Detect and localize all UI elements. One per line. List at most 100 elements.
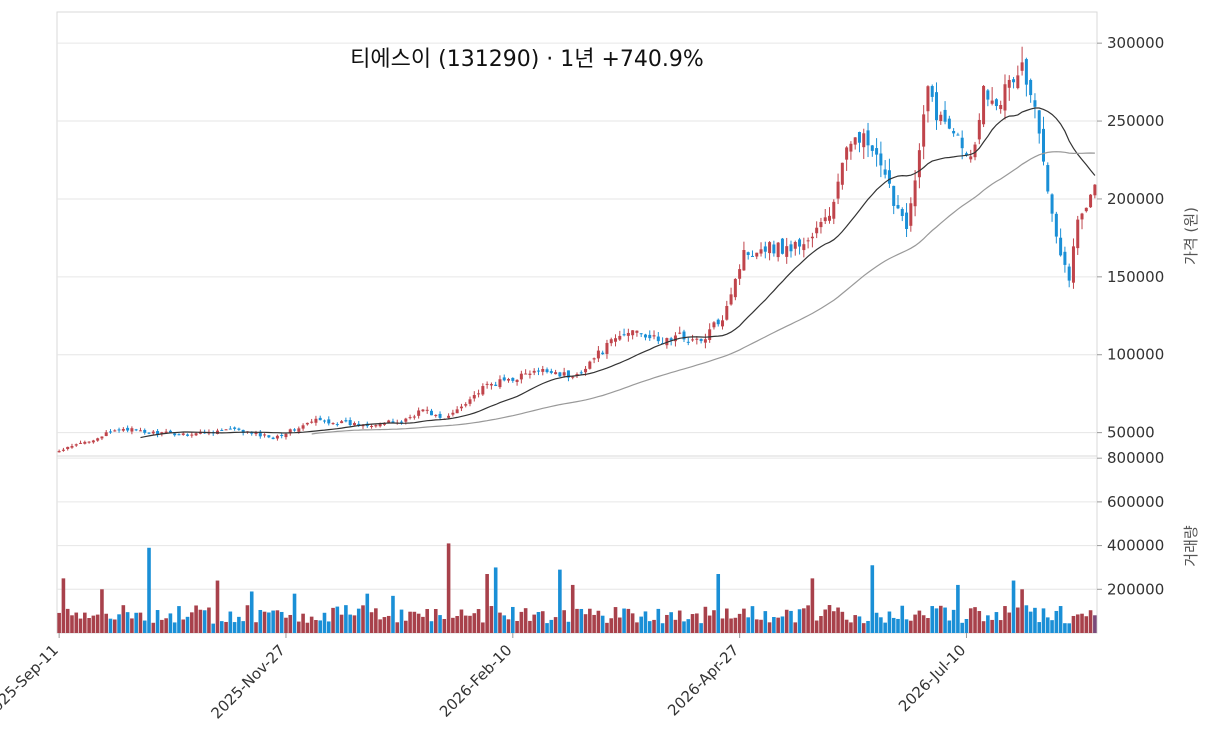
volume-panel bbox=[56, 455, 1098, 634]
volume-bar bbox=[1063, 623, 1067, 633]
volume-bar bbox=[147, 547, 151, 633]
candle-body bbox=[451, 412, 455, 415]
candle-body bbox=[378, 423, 382, 427]
volume-axis-label: 거래량 bbox=[1182, 525, 1200, 567]
candle-body bbox=[412, 416, 416, 418]
volume-bar bbox=[669, 612, 673, 633]
candle-body bbox=[763, 246, 767, 252]
volume-tick-label: 600000 bbox=[1107, 493, 1164, 511]
volume-bar bbox=[476, 609, 481, 633]
candle-body bbox=[186, 434, 190, 436]
candle-body bbox=[498, 379, 502, 388]
volume-bar bbox=[891, 617, 896, 633]
volume-bar bbox=[155, 610, 160, 633]
candle-body bbox=[489, 384, 493, 386]
volume-bar bbox=[489, 606, 494, 633]
volume-bar bbox=[112, 619, 117, 633]
volume-tick-label: 200000 bbox=[1107, 580, 1164, 598]
candle-body bbox=[404, 418, 408, 422]
volume-bar bbox=[618, 617, 622, 633]
candle-body bbox=[314, 418, 318, 423]
candle-body bbox=[1089, 194, 1093, 208]
candle-body bbox=[806, 240, 810, 242]
candle-body bbox=[370, 425, 374, 427]
candle-body bbox=[421, 409, 425, 412]
candle-body bbox=[802, 244, 806, 251]
volume-bar bbox=[262, 611, 267, 633]
candle-body bbox=[57, 451, 61, 453]
volume-bar bbox=[883, 622, 887, 633]
candle-body bbox=[1037, 110, 1041, 134]
volume-bar bbox=[108, 618, 113, 633]
volume-bar bbox=[1041, 608, 1046, 633]
volume-bar bbox=[994, 612, 999, 633]
volume-bar bbox=[1024, 605, 1029, 633]
volume-bar bbox=[926, 618, 930, 633]
candle-body bbox=[468, 399, 472, 404]
volume-bar bbox=[374, 608, 378, 633]
volume-bar bbox=[823, 609, 828, 633]
volume-bar bbox=[716, 574, 721, 633]
volume-bar bbox=[934, 608, 939, 633]
volume-bar bbox=[100, 589, 104, 633]
candle-body bbox=[481, 386, 485, 395]
candle-body bbox=[541, 369, 545, 372]
volume-bar bbox=[378, 619, 382, 633]
candle-body bbox=[909, 203, 913, 226]
volume-bar bbox=[382, 617, 387, 633]
candle-body bbox=[922, 114, 926, 147]
volume-bar bbox=[1071, 615, 1076, 633]
candle-body bbox=[254, 432, 258, 435]
volume-bar bbox=[776, 617, 780, 633]
volume-bar bbox=[947, 620, 952, 633]
candle-body bbox=[340, 421, 344, 424]
volume-bar bbox=[600, 615, 605, 633]
volume-bar bbox=[425, 609, 430, 633]
volume-bar bbox=[558, 569, 562, 633]
candle-body bbox=[258, 431, 262, 437]
candle-body bbox=[387, 420, 391, 424]
volume-bar bbox=[806, 605, 810, 633]
date-tick-labels: 2025-Sep-11 2025-Nov-27 2026-Feb-10 2026-Ap… bbox=[0, 633, 969, 722]
candle-body bbox=[233, 427, 237, 429]
volume-bar bbox=[540, 611, 545, 633]
candle-body bbox=[862, 133, 866, 148]
candle-body bbox=[104, 432, 108, 437]
candle-body bbox=[849, 143, 853, 152]
volume-bar bbox=[369, 612, 374, 633]
candle-body bbox=[1080, 213, 1084, 220]
candle-body bbox=[900, 209, 904, 217]
volume-bar bbox=[1058, 606, 1063, 633]
candle-body bbox=[1071, 246, 1075, 283]
volume-bar bbox=[665, 614, 669, 633]
candle-body bbox=[964, 153, 968, 156]
volume-bar bbox=[245, 605, 250, 633]
volume-bar bbox=[95, 614, 100, 633]
volume-bar bbox=[656, 608, 661, 633]
volume-bar bbox=[1088, 610, 1093, 633]
volume-bar bbox=[267, 612, 271, 633]
volume-bar bbox=[78, 618, 83, 633]
candle-body bbox=[318, 417, 322, 421]
volume-bar bbox=[956, 584, 960, 633]
volume-bar bbox=[395, 622, 400, 633]
candle-body bbox=[96, 438, 100, 441]
volume-bar bbox=[750, 606, 755, 633]
candle-body bbox=[819, 221, 823, 228]
volume-bar bbox=[720, 618, 725, 633]
candle-body bbox=[485, 383, 489, 385]
volume-bar bbox=[335, 606, 340, 633]
candle-body bbox=[280, 434, 284, 436]
volume-bar bbox=[125, 612, 130, 633]
candle-body bbox=[1016, 75, 1020, 89]
volume-bar bbox=[699, 623, 703, 633]
candle-body bbox=[447, 415, 451, 418]
volume-bar bbox=[737, 613, 742, 633]
volume-bar bbox=[724, 608, 729, 633]
candle-body bbox=[335, 424, 339, 426]
volume-bar bbox=[1033, 607, 1037, 633]
candle-body bbox=[725, 305, 729, 320]
moving-average-lines bbox=[140, 107, 1096, 439]
volume-bar bbox=[511, 606, 515, 633]
volume-bar bbox=[215, 580, 220, 633]
